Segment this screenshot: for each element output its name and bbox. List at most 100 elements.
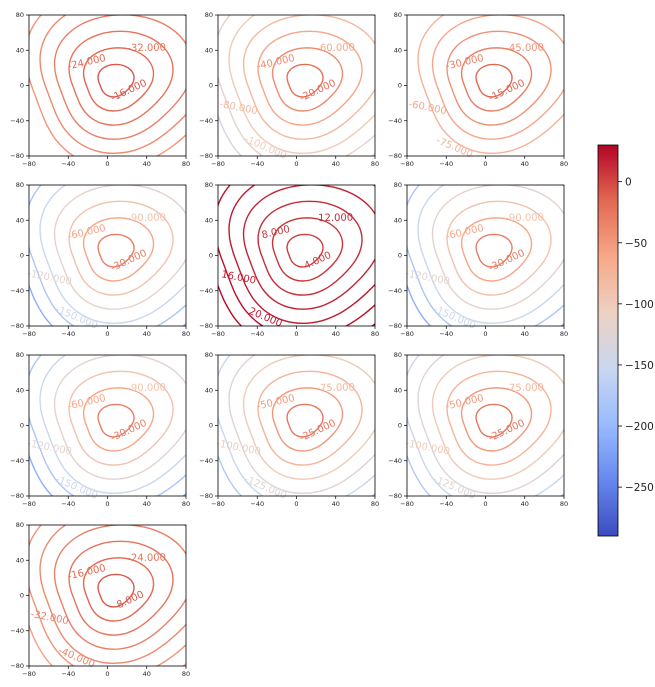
contour-line <box>29 525 186 666</box>
x-tick-label: 0 <box>294 160 298 168</box>
contour-line <box>53 525 186 650</box>
x-tick-label: 40 <box>143 670 151 678</box>
contour-label: -80.000 <box>219 99 259 117</box>
y-tick-label: −40 <box>199 287 213 295</box>
contour-line <box>271 47 344 112</box>
x-tick-label: −40 <box>61 160 75 168</box>
y-tick-label: −40 <box>388 117 402 125</box>
contour-label: -150.000 <box>53 304 99 332</box>
x-tick-label: −40 <box>439 330 453 338</box>
y-tick-label: 0 <box>20 422 24 430</box>
colorbar-tick-label: −50 <box>625 238 647 250</box>
contour-lines <box>29 355 186 496</box>
x-tick-label: 40 <box>521 160 529 168</box>
y-tick-label: 0 <box>398 422 402 430</box>
y-tick-label: −80 <box>199 152 213 160</box>
colorbar-tick-label: 0 <box>625 177 632 189</box>
contour-label: -30.000 <box>109 248 149 274</box>
contour-lines <box>218 355 375 496</box>
x-tick-label: −40 <box>61 330 75 338</box>
contour-label: 12.000 <box>318 213 353 225</box>
contour-line <box>475 233 513 268</box>
y-tick-label: 40 <box>16 46 24 54</box>
x-tick-label: −80 <box>400 160 414 168</box>
y-tick-label: 80 <box>16 521 24 529</box>
contour-line <box>68 200 174 296</box>
contour-label: -125.000 <box>242 474 288 502</box>
x-tick-label: −80 <box>211 500 225 508</box>
contour-line <box>460 217 533 282</box>
colorbar: 0 −50 −100 −150 −200 −250 <box>597 144 654 537</box>
x-tick-label: 40 <box>143 330 151 338</box>
contour-label: -30.000 <box>487 248 527 274</box>
contour-line <box>407 185 564 326</box>
contour-line <box>407 283 564 326</box>
contour-line <box>97 403 135 438</box>
y-tick-label: −40 <box>10 287 24 295</box>
contour-label: -8.000 <box>112 589 146 613</box>
contour-line <box>228 15 375 155</box>
contour-line <box>228 355 375 495</box>
contour-line <box>218 185 375 326</box>
contour-line <box>82 387 155 452</box>
y-tick-label: 80 <box>16 11 24 19</box>
y-tick-label: 0 <box>209 82 213 90</box>
x-tick-label: −80 <box>211 330 225 338</box>
contour-line <box>97 63 135 98</box>
contour-line <box>286 63 324 98</box>
y-tick-label: −40 <box>10 627 24 635</box>
subplot-2: -20.000-40.000-60.000-80.000-100.000−80−… <box>199 11 379 168</box>
contour-line <box>446 200 552 296</box>
y-tick-label: 40 <box>205 46 213 54</box>
contour-line <box>407 355 564 496</box>
x-tick-label: 0 <box>105 330 109 338</box>
subplot-6: -30.000-60.000-90.000-120.000-150.000−80… <box>388 181 568 338</box>
y-tick-label: 40 <box>205 386 213 394</box>
contour-lines <box>29 15 186 156</box>
contour-label: -40.000 <box>56 645 96 670</box>
y-tick-label: −80 <box>388 152 402 160</box>
contour-line <box>218 355 375 496</box>
y-tick-label: 80 <box>205 181 213 189</box>
colorbar-tick-label: −250 <box>625 482 654 494</box>
x-tick-label: 0 <box>294 500 298 508</box>
contour-line <box>29 355 186 496</box>
y-tick-label: 0 <box>20 592 24 600</box>
y-tick-label: −40 <box>199 457 213 465</box>
x-tick-label: 40 <box>143 160 151 168</box>
y-tick-label: −40 <box>199 117 213 125</box>
y-tick-label: 0 <box>20 252 24 260</box>
contour-line <box>417 15 564 155</box>
contour-label: -45.000 <box>505 43 544 55</box>
contour-line <box>53 355 186 480</box>
contour-line <box>286 403 324 438</box>
contour-label: -25.000 <box>487 418 527 444</box>
y-tick-label: 0 <box>398 82 402 90</box>
contour-label: -60.000 <box>408 99 448 117</box>
contour-line <box>242 15 375 140</box>
subplot-1: -16.000-24.000-32.000−80 −40 0 40 8080400−40… <box>10 11 190 168</box>
subplot-9: -25.000-50.000-75.000-100.000-125.000−80… <box>388 351 568 508</box>
y-tick-label: −40 <box>388 287 402 295</box>
contour-label: -75.000 <box>505 383 544 395</box>
contour-label: -90.000 <box>505 213 544 225</box>
contour-lines <box>29 185 186 326</box>
y-tick-label: 80 <box>16 181 24 189</box>
contour-line <box>68 540 174 636</box>
contour-line <box>407 453 564 496</box>
x-tick-label: −80 <box>22 330 36 338</box>
colorbar-bar <box>597 144 619 537</box>
y-tick-label: 80 <box>205 11 213 19</box>
x-tick-label: −40 <box>61 670 75 678</box>
y-tick-label: −40 <box>10 117 24 125</box>
contour-label: -24.000 <box>127 553 166 565</box>
x-tick-label: 80 <box>182 670 190 678</box>
contour-line <box>446 30 552 126</box>
contour-line <box>431 185 564 310</box>
contour-label: -25.000 <box>298 418 338 444</box>
contour-lines <box>29 525 186 666</box>
y-tick-label: 0 <box>398 252 402 260</box>
contour-line <box>29 15 186 156</box>
x-tick-label: 80 <box>182 160 190 168</box>
